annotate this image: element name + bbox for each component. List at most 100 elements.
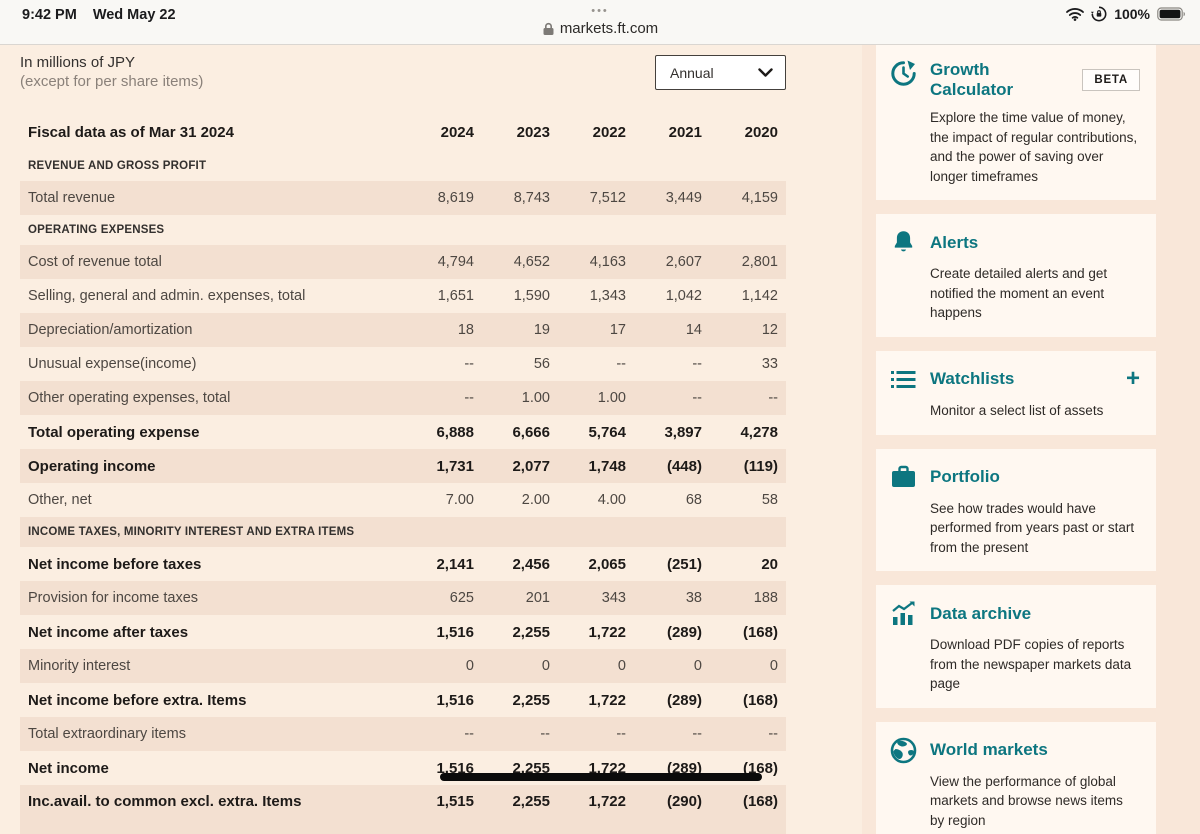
row-label: Selling, general and admin. expenses, to… <box>28 288 306 304</box>
row-value: 1.00 <box>521 390 550 406</box>
card-title: Portfolio <box>930 467 1000 486</box>
year-column-header: 2023 <box>516 123 550 141</box>
row-value: (168) <box>742 623 778 641</box>
address-bar[interactable]: markets.ft.com <box>0 20 1200 37</box>
row-value: 8,619 <box>437 190 474 206</box>
row-value: 4,652 <box>513 254 550 270</box>
row-label: Inc.avail. to common excl. extra. Items <box>28 793 302 810</box>
row-value: (289) <box>666 691 702 709</box>
globe-icon <box>890 737 917 764</box>
card-title-row: Alerts <box>930 229 1140 256</box>
table-row: Operating income 1,731 2,077 1,748 (448) (119… <box>20 449 786 483</box>
row-value: 1,042 <box>665 288 702 304</box>
card-description: Create detailed alerts and get notified … <box>930 266 1108 321</box>
row-value: 0 <box>465 658 474 674</box>
table-row: Other operating expenses, total -- 1.00 1.0… <box>20 381 786 415</box>
row-value: 1,722 <box>588 623 626 641</box>
tools-sidebar: Growth Calculator BETA Explore the time va… <box>862 45 1200 834</box>
sidebar-card-watchlists[interactable]: Watchlists + Monitor a select list of asse… <box>876 350 1156 435</box>
status-left: 9:42 PM Wed May 22 <box>22 7 176 23</box>
row-value: (168) <box>742 691 778 709</box>
table-year-headers: 2024 2023 2022 2021 2020 <box>398 124 778 141</box>
row-value: -- <box>768 726 778 742</box>
lock-icon <box>542 22 555 36</box>
table-row: Net income before extra. Items 1,516 2,255… <box>20 683 786 717</box>
row-value: (168) <box>742 793 778 810</box>
row-value: 4.00 <box>597 492 626 508</box>
sidebar-card-alerts[interactable]: Alerts Create detailed alerts and get not… <box>876 214 1156 337</box>
row-value: 0 <box>617 658 626 674</box>
row-value: -- <box>464 726 474 742</box>
bell-icon <box>890 229 917 256</box>
year-column-header: 2022 <box>592 123 626 141</box>
row-label: Operating income <box>28 457 156 475</box>
row-value: 4,159 <box>741 190 778 206</box>
row-value: 5,764 <box>588 423 626 441</box>
horizontal-scroll-indicator[interactable] <box>440 773 762 781</box>
table-row: Unusual expense(income) -- 56 -- -- 33 <box>20 347 786 381</box>
card-description: Explore the time value of money, the imp… <box>930 110 1138 184</box>
add-watchlist-button[interactable]: + <box>1125 365 1140 393</box>
row-value: 2,607 <box>665 254 702 270</box>
table-header-row: Fiscal data as of Mar 31 2024 2024 2023 20… <box>20 113 786 151</box>
row-label: Net income after taxes <box>28 623 189 641</box>
row-label: Depreciation/amortization <box>28 322 193 338</box>
sidebar-card-world-markets[interactable]: World markets View the performance of glo… <box>876 721 1156 834</box>
card-title-row: Data archive <box>930 600 1140 627</box>
row-label: Unusual expense(income) <box>28 356 197 372</box>
table-row: Depreciation/amortization 18 19 17 14 12 <box>20 313 786 347</box>
row-value: -- <box>692 390 702 406</box>
table-section-header: OPERATING EXPENSES <box>20 215 786 245</box>
row-label: Total operating expense <box>28 423 200 441</box>
row-value: 2.00 <box>521 492 550 508</box>
row-value: 7.00 <box>445 492 474 508</box>
row-value: (448) <box>666 457 702 475</box>
browser-chrome: 9:42 PM Wed May 22 ••• markets.ft.com 10… <box>0 0 1200 45</box>
card-title: Alerts <box>930 232 979 252</box>
year-column-header: 2024 <box>440 123 474 141</box>
row-value: 2,255 <box>512 759 550 777</box>
currency-note: In millions of JPY (except for per share… <box>20 53 786 91</box>
row-label: Provision for income taxes <box>28 590 199 606</box>
row-value: 1,516 <box>436 759 474 777</box>
chart-arrow-icon <box>890 600 917 627</box>
row-label: Other operating expenses, total <box>28 390 231 406</box>
row-value: 1,142 <box>741 288 778 304</box>
table-row: Provision for income taxes 625 201 343 38 188 <box>20 581 786 615</box>
row-label: Total extraordinary items <box>28 726 186 742</box>
row-value: 625 <box>449 590 474 606</box>
card-title: Watchlists <box>930 369 1015 389</box>
sidebar-card-portfolio[interactable]: Portfolio See how trades would have perfo… <box>876 448 1156 572</box>
briefcase-icon <box>890 464 917 491</box>
row-value: 1,731 <box>436 457 474 475</box>
period-dropdown[interactable]: Annual <box>655 55 786 90</box>
row-label: Net income before taxes <box>28 555 202 573</box>
page-menu-dots[interactable]: ••• <box>591 5 609 17</box>
card-title: Growth Calculator <box>930 60 1014 99</box>
row-value: 4,278 <box>740 423 778 441</box>
card-title: World markets <box>930 740 1048 760</box>
row-value: 2,255 <box>512 793 550 810</box>
row-value: 1,722 <box>588 691 626 709</box>
currency-note-line1: In millions of JPY <box>20 54 136 71</box>
row-value: -- <box>464 390 474 406</box>
year-column-header: 2021 <box>668 123 702 141</box>
row-value: 33 <box>761 356 778 372</box>
sidebar-card-growth-calculator[interactable]: Growth Calculator BETA Explore the time va… <box>876 45 1156 201</box>
row-label: Net income before extra. Items <box>28 691 247 709</box>
row-value: -- <box>464 356 474 372</box>
section-label: OPERATING EXPENSES <box>28 224 165 236</box>
growth-history-icon <box>890 60 917 87</box>
row-value: 1,516 <box>436 623 474 641</box>
table-row: Total extraordinary items -- -- -- -- -- <box>20 717 786 751</box>
row-value: -- <box>692 726 702 742</box>
row-value: 14 <box>685 322 702 338</box>
row-label: Net income <box>28 759 109 777</box>
row-value: 17 <box>609 322 626 338</box>
year-column-header: 2020 <box>744 123 778 141</box>
status-date: Wed May 22 <box>92 7 176 23</box>
sidebar-card-data-archive[interactable]: Data archive Download PDF copies of repor… <box>876 585 1156 708</box>
row-value: 38 <box>685 590 702 606</box>
row-value: 58 <box>761 492 778 508</box>
